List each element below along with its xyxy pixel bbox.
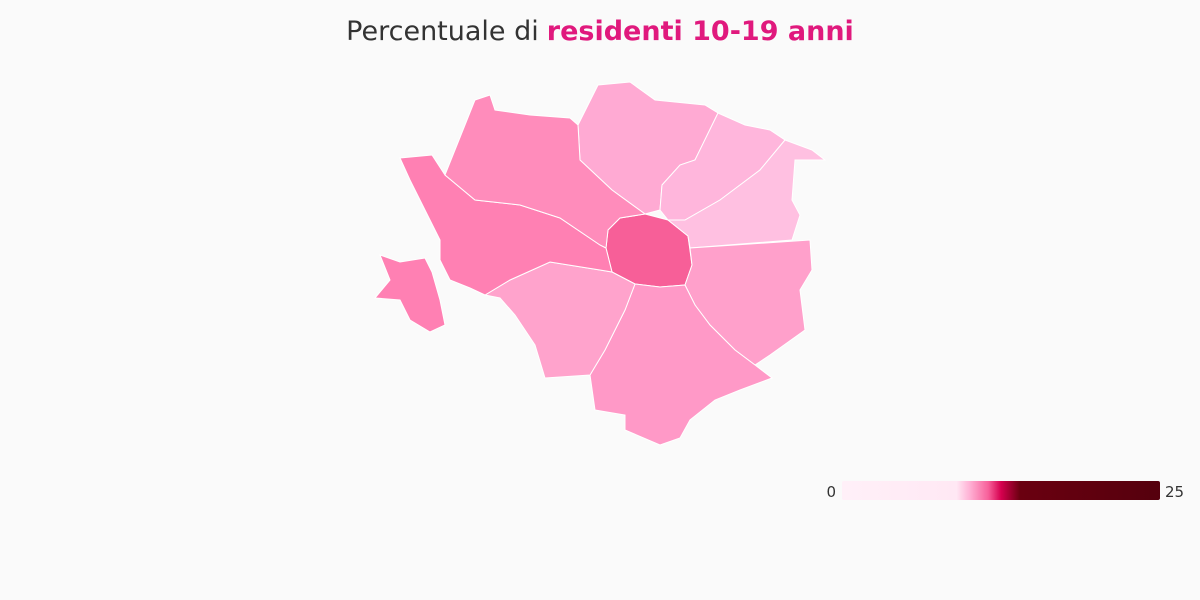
title-plain: Percentuale di — [346, 16, 539, 47]
region — [666, 139, 827, 249]
region — [589, 283, 774, 446]
region — [444, 94, 647, 249]
regions — [373, 81, 827, 446]
colorbar-tick-label: 0 — [826, 483, 836, 501]
colorbar-gradient — [842, 481, 1160, 500]
colorbar-tick-label: 25 — [1165, 483, 1184, 501]
chart-title: Percentuale di residenti 10-19 anni — [346, 16, 854, 47]
title-highlight: residenti 10-19 anni — [547, 16, 854, 47]
colorbar: 0 25 — [826, 481, 1184, 501]
